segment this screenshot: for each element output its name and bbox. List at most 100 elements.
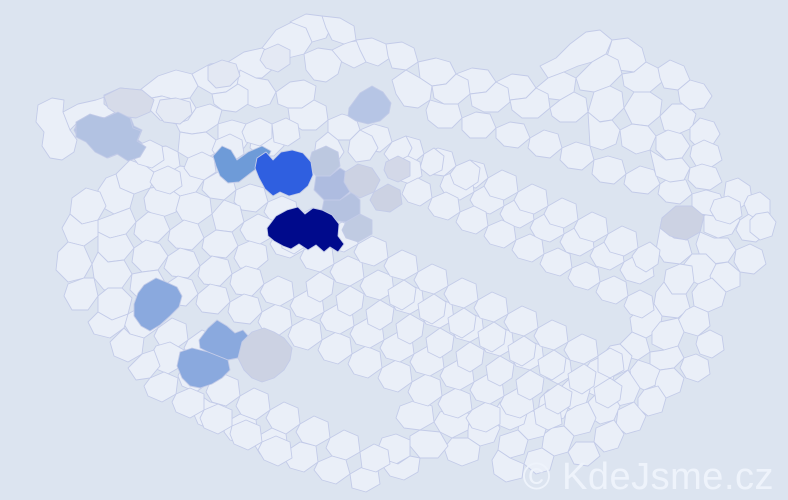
district[interactable]: [171, 387, 205, 419]
district[interactable]: [623, 165, 661, 195]
district[interactable]: [449, 159, 481, 191]
district[interactable]: [229, 265, 265, 297]
district[interactable]: [201, 229, 239, 259]
district[interactable]: [619, 123, 657, 155]
district[interactable]: [443, 437, 481, 467]
district[interactable]: [455, 205, 489, 235]
district-highlighted[interactable]: [369, 183, 403, 213]
district[interactable]: [257, 435, 293, 467]
district-highlighted[interactable]: [659, 205, 705, 241]
district[interactable]: [295, 415, 331, 447]
district[interactable]: [413, 263, 449, 295]
district[interactable]: [593, 419, 625, 453]
district[interactable]: [131, 239, 169, 273]
district[interactable]: [265, 401, 301, 435]
district[interactable]: [477, 321, 507, 353]
district[interactable]: [491, 449, 525, 483]
district[interactable]: [395, 313, 425, 345]
district-highlighted[interactable]: [103, 87, 155, 119]
district[interactable]: [347, 345, 383, 379]
district[interactable]: [427, 191, 461, 221]
district[interactable]: [321, 15, 357, 45]
district[interactable]: [425, 99, 463, 129]
district[interactable]: [749, 211, 777, 241]
district[interactable]: [303, 47, 343, 83]
district[interactable]: [507, 335, 537, 367]
district[interactable]: [235, 387, 271, 421]
district[interactable]: [359, 443, 391, 473]
district-highlighted[interactable]: [207, 59, 241, 89]
district-highlighted[interactable]: [75, 111, 147, 162]
district[interactable]: [87, 311, 129, 339]
district[interactable]: [133, 211, 171, 243]
district[interactable]: [513, 183, 549, 215]
district[interactable]: [483, 169, 519, 201]
district[interactable]: [335, 285, 365, 317]
district[interactable]: [623, 289, 655, 319]
district[interactable]: [687, 163, 723, 191]
district[interactable]: [271, 117, 301, 147]
district-highlighted[interactable]: [237, 327, 293, 383]
district[interactable]: [239, 213, 275, 245]
district[interactable]: [359, 269, 395, 301]
district[interactable]: [591, 155, 627, 185]
district[interactable]: [689, 117, 721, 149]
district[interactable]: [317, 331, 353, 365]
district-highlighted[interactable]: [176, 347, 231, 389]
district[interactable]: [695, 329, 725, 359]
district[interactable]: [305, 271, 335, 303]
district[interactable]: [149, 165, 183, 195]
district[interactable]: [733, 243, 767, 275]
district[interactable]: [651, 317, 685, 351]
district[interactable]: [287, 317, 323, 351]
district[interactable]: [447, 307, 477, 339]
district[interactable]: [533, 319, 569, 351]
district[interactable]: [199, 403, 233, 435]
district[interactable]: [649, 345, 685, 371]
district-highlighted[interactable]: [383, 155, 411, 183]
district[interactable]: [573, 211, 609, 243]
district[interactable]: [401, 177, 433, 207]
district[interactable]: [391, 69, 433, 109]
district[interactable]: [515, 369, 545, 401]
district[interactable]: [175, 191, 213, 225]
district[interactable]: [443, 277, 479, 309]
district[interactable]: [523, 447, 555, 475]
district[interactable]: [539, 247, 573, 277]
district[interactable]: [365, 299, 395, 331]
district-highlighted[interactable]: [254, 149, 314, 197]
district[interactable]: [329, 255, 365, 287]
district[interactable]: [233, 183, 269, 213]
district[interactable]: [631, 241, 661, 273]
district[interactable]: [163, 247, 201, 279]
district[interactable]: [211, 83, 249, 113]
district[interactable]: [313, 455, 351, 485]
district[interactable]: [485, 355, 515, 387]
district[interactable]: [233, 239, 269, 271]
district[interactable]: [655, 129, 691, 161]
district-highlighted[interactable]: [347, 85, 392, 125]
district[interactable]: [55, 241, 93, 283]
district[interactable]: [623, 91, 663, 127]
district[interactable]: [587, 111, 621, 151]
district[interactable]: [559, 141, 595, 171]
district[interactable]: [97, 207, 137, 239]
district[interactable]: [483, 219, 517, 249]
district[interactable]: [259, 275, 295, 307]
district[interactable]: [615, 401, 647, 435]
district[interactable]: [241, 117, 273, 147]
district[interactable]: [195, 283, 231, 315]
district[interactable]: [347, 129, 379, 163]
district[interactable]: [167, 219, 205, 251]
district[interactable]: [629, 359, 661, 391]
district[interactable]: [353, 235, 389, 267]
district[interactable]: [177, 131, 217, 161]
district[interactable]: [637, 385, 667, 417]
district-highlighted[interactable]: [341, 213, 373, 243]
district[interactable]: [677, 305, 711, 337]
district-highlighted[interactable]: [133, 277, 183, 332]
district[interactable]: [593, 377, 623, 409]
district-highlighted[interactable]: [259, 43, 291, 73]
district[interactable]: [409, 429, 449, 459]
